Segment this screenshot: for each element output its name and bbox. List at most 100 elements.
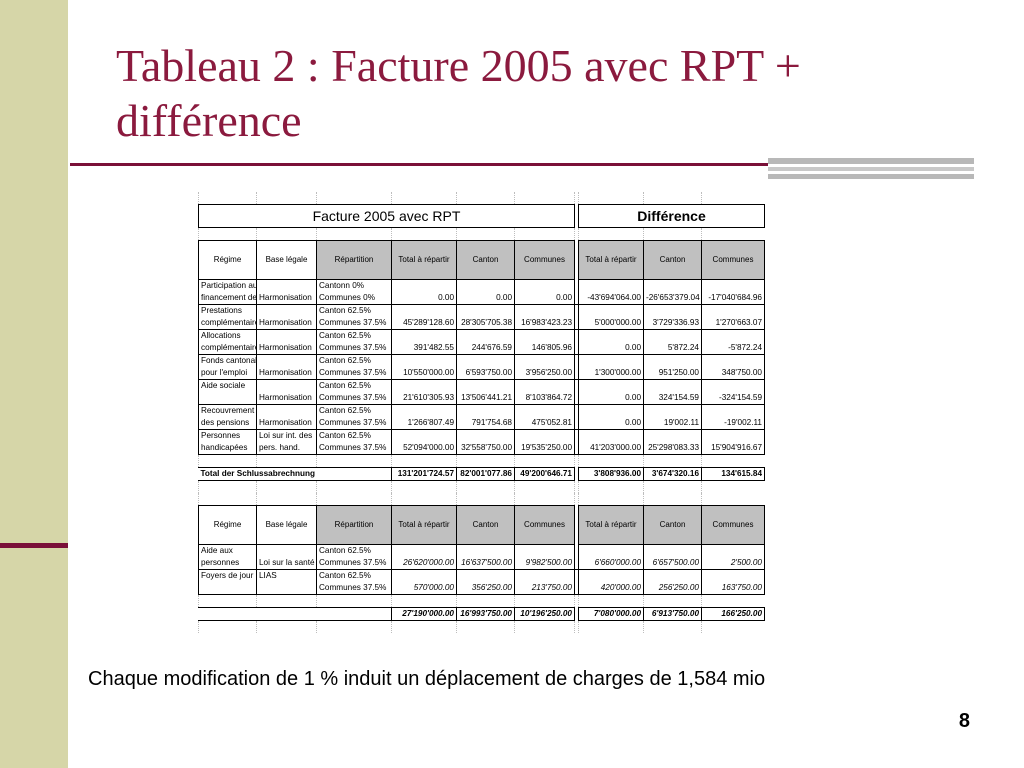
regime-cell: Participation au — [198, 279, 257, 292]
value-cell — [643, 379, 702, 392]
group-header-difference: Différence — [578, 204, 765, 228]
value-cell — [701, 279, 765, 292]
blank-cell — [574, 620, 579, 633]
value-cell — [456, 379, 515, 392]
value-cell: -26'653'379.04 — [643, 292, 702, 305]
table-row: financement de Harmonisation Communes 0% 0.… — [198, 292, 765, 305]
value-cell — [514, 379, 575, 392]
value-cell — [643, 429, 702, 442]
value-cell — [643, 354, 702, 367]
regime-cell: Prestations — [198, 304, 257, 317]
base-legale-cell: Harmonisation — [256, 292, 317, 305]
table-row: Participation au Cantonn 0% — [198, 279, 765, 292]
repartition-cell: Communes 37.5% — [316, 342, 392, 355]
base-legale-cell — [256, 582, 317, 595]
blank-cell — [574, 480, 579, 493]
value-cell — [578, 379, 644, 392]
blank-cell — [316, 620, 392, 633]
table-row: pour l'emploi Harmonisation Communes 37.5%… — [198, 367, 765, 380]
gap-cell — [574, 317, 579, 330]
blank-cell — [578, 620, 644, 633]
blank-cell — [574, 454, 579, 468]
value-cell: 146'805.96 — [514, 342, 575, 355]
value-cell — [701, 544, 765, 557]
gap-cell — [574, 367, 579, 380]
total-label-empty — [198, 607, 392, 621]
blank-row — [198, 192, 765, 205]
value-cell: 0.00 — [578, 392, 644, 405]
gap-cell — [574, 505, 579, 545]
gap-cell — [574, 292, 579, 305]
base-legale-cell: Harmonisation — [256, 342, 317, 355]
blank-cell — [643, 594, 702, 608]
base-legale-cell: pers. hand. — [256, 442, 317, 455]
value-cell: 19'535'250.00 — [514, 442, 575, 455]
gap-cell — [574, 342, 579, 355]
value-cell — [514, 429, 575, 442]
value-cell — [514, 404, 575, 417]
blank-cell — [456, 227, 515, 241]
table-row: handicapées pers. hand. Communes 37.5% 52'0… — [198, 442, 765, 455]
column-header: Total à répartir — [391, 240, 457, 280]
blank-cell — [578, 192, 644, 205]
value-cell — [578, 544, 644, 557]
total-row: Total der Schlussabrechnung 131'201'724.5… — [198, 467, 765, 481]
value-cell: 570'000.00 — [391, 582, 457, 595]
repartition-cell: Canton 62.5% — [316, 329, 392, 342]
blank-cell — [198, 227, 257, 241]
value-cell: 3'729'336.93 — [643, 317, 702, 330]
blank-row — [198, 594, 765, 608]
blank-cell — [574, 493, 579, 506]
blank-cell — [391, 594, 457, 608]
value-cell — [514, 304, 575, 317]
value-cell — [391, 329, 457, 342]
total-value-cell: 131'201'724.57 — [391, 467, 457, 481]
blank-cell — [643, 493, 702, 506]
blank-cell — [514, 192, 575, 205]
value-cell: 8'103'864.72 — [514, 392, 575, 405]
value-cell — [391, 354, 457, 367]
value-cell — [456, 354, 515, 367]
value-cell: 45'289'128.60 — [391, 317, 457, 330]
blank-cell — [643, 454, 702, 468]
value-cell — [578, 429, 644, 442]
blank-cell — [198, 493, 257, 506]
table-row: complémentaire Harmonisation Communes 37.5… — [198, 342, 765, 355]
spreadsheet-table: Facture 2005 avec RPT Différence Régime Bas… — [198, 192, 765, 660]
total-value-cell: 7'080'000.00 — [578, 607, 644, 621]
value-cell — [456, 429, 515, 442]
table-row: Prestations Canton 62.5% — [198, 304, 765, 317]
base-legale-cell: Loi sur la santé — [256, 557, 317, 570]
repartition-cell: Canton 62.5% — [316, 404, 392, 417]
repartition-cell: Canton 62.5% — [316, 544, 392, 557]
value-cell: 41'203'000.00 — [578, 442, 644, 455]
blank-cell — [701, 227, 765, 241]
blank-cell — [578, 594, 644, 608]
gap-cell — [574, 392, 579, 405]
total-value-cell: 134'615.84 — [701, 467, 765, 481]
blank-cell — [514, 493, 575, 506]
value-cell: -19'002.11 — [701, 417, 765, 430]
blank-cell — [316, 192, 392, 205]
value-cell: 5'872.24 — [643, 342, 702, 355]
repartition-cell: Cantonn 0% — [316, 279, 392, 292]
blank-cell — [391, 620, 457, 633]
value-cell: 6'657'500.00 — [643, 557, 702, 570]
blank-cell — [256, 594, 317, 608]
value-cell — [701, 304, 765, 317]
blank-cell — [643, 227, 702, 241]
regime-cell: Foyers de jour — [198, 569, 257, 582]
table-row: Recouvrement Canton 62.5% — [198, 404, 765, 417]
blank-row — [198, 480, 765, 493]
gap-cell — [574, 417, 579, 430]
gap-cell — [574, 329, 579, 342]
value-cell — [391, 429, 457, 442]
total-value-cell: 27'190'000.00 — [391, 607, 457, 621]
base-legale-cell — [256, 354, 317, 367]
value-cell: 324'154.59 — [643, 392, 702, 405]
base-legale-cell — [256, 404, 317, 417]
regime-cell: handicapées — [198, 442, 257, 455]
blank-cell — [391, 493, 457, 506]
blank-cell — [316, 480, 392, 493]
repartition-cell: Canton 62.5% — [316, 569, 392, 582]
